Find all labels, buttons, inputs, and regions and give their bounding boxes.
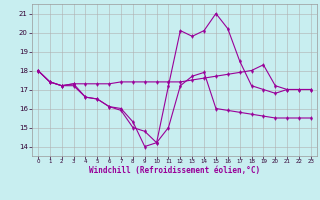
X-axis label: Windchill (Refroidissement éolien,°C): Windchill (Refroidissement éolien,°C) [89,166,260,175]
